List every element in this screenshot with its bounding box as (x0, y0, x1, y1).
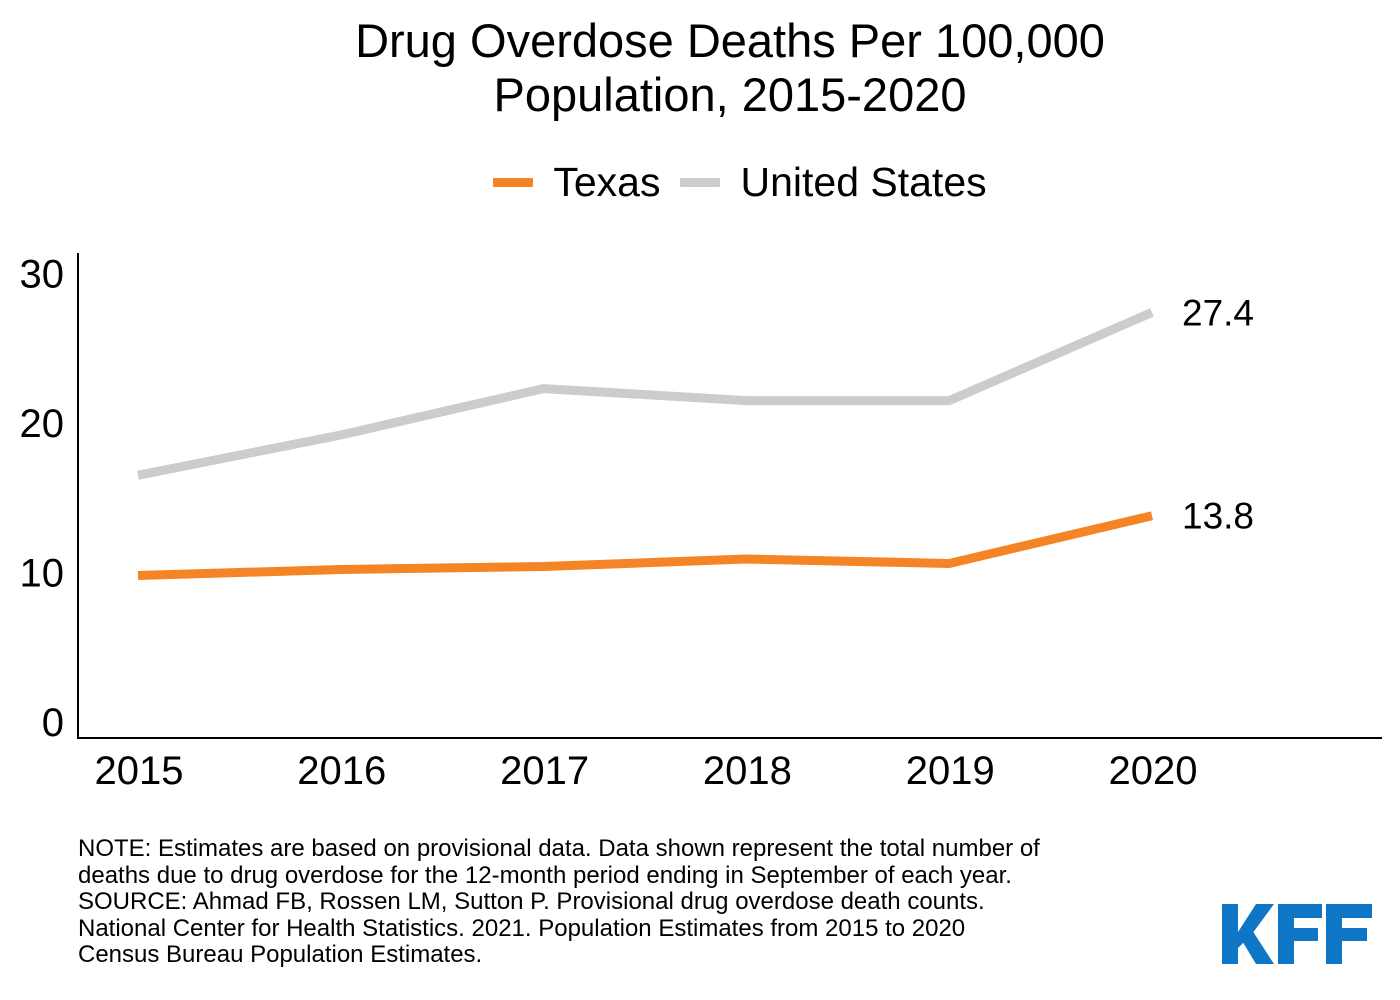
y-tick-label: 0 (42, 701, 64, 745)
chart-note: NOTE: Estimates are based on provisional… (78, 835, 1218, 969)
x-tick-label: 2020 (1109, 749, 1198, 793)
x-tick-label: 2017 (500, 749, 589, 793)
note-line-5: Census Bureau Population Estimates. (78, 941, 483, 968)
series-line-united-states (137, 308, 1154, 480)
y-tick-label: 20 (20, 402, 65, 446)
kff-logo (1222, 898, 1372, 975)
note-line-4: National Center for Health Statistics. 2… (78, 914, 966, 942)
logo-f-second (1326, 904, 1372, 964)
logo-k-leg (1238, 930, 1274, 964)
series-line-texas (137, 511, 1154, 580)
x-tick-label: 2019 (906, 749, 995, 793)
x-tick-label: 2015 (95, 749, 184, 793)
legend-swatch-texas (493, 177, 534, 187)
chart-legend: Texas United States (0, 158, 1400, 206)
logo-f-first (1278, 904, 1322, 964)
y-axis-ticks: 0 10 20 30 (20, 253, 65, 746)
series-lines (137, 308, 1154, 580)
chart-title-line-1: Drug Overdose Deaths Per 100,000 (355, 14, 1105, 67)
chart-title: Drug Overdose Deaths Per 100,000 Populat… (0, 14, 1400, 122)
y-tick-label: 10 (20, 552, 65, 596)
x-tick-label: 2018 (703, 749, 792, 793)
note-line-3: SOURCE: Ahmad FB, Rossen LM, Sutton P. P… (78, 888, 985, 915)
legend-item-united-states: United States (680, 158, 987, 206)
note-line-2: deaths due to drug overdose for the 12-m… (78, 861, 1012, 889)
series-end-labels: 13.8 27.4 (1182, 292, 1254, 536)
end-label-texas: 13.8 (1182, 496, 1254, 537)
logo-k-stem (1222, 904, 1238, 964)
legend-label-united-states: United States (740, 159, 987, 205)
end-label-united-states: 27.4 (1182, 292, 1254, 333)
legend-label-texas: Texas (553, 159, 661, 205)
legend-item-texas: Texas (493, 158, 660, 206)
note-line-1: NOTE: Estimates are based on provisional… (78, 835, 1040, 862)
kff-logo-icon (1222, 904, 1372, 964)
chart-title-line-2: Population, 2015-2020 (493, 68, 967, 121)
y-tick-label: 30 (20, 253, 65, 297)
x-axis-ticks: 2015 2016 2017 2018 2019 2020 (95, 749, 1198, 793)
x-tick-label: 2016 (297, 749, 386, 793)
legend-swatch-united-states (680, 177, 721, 187)
